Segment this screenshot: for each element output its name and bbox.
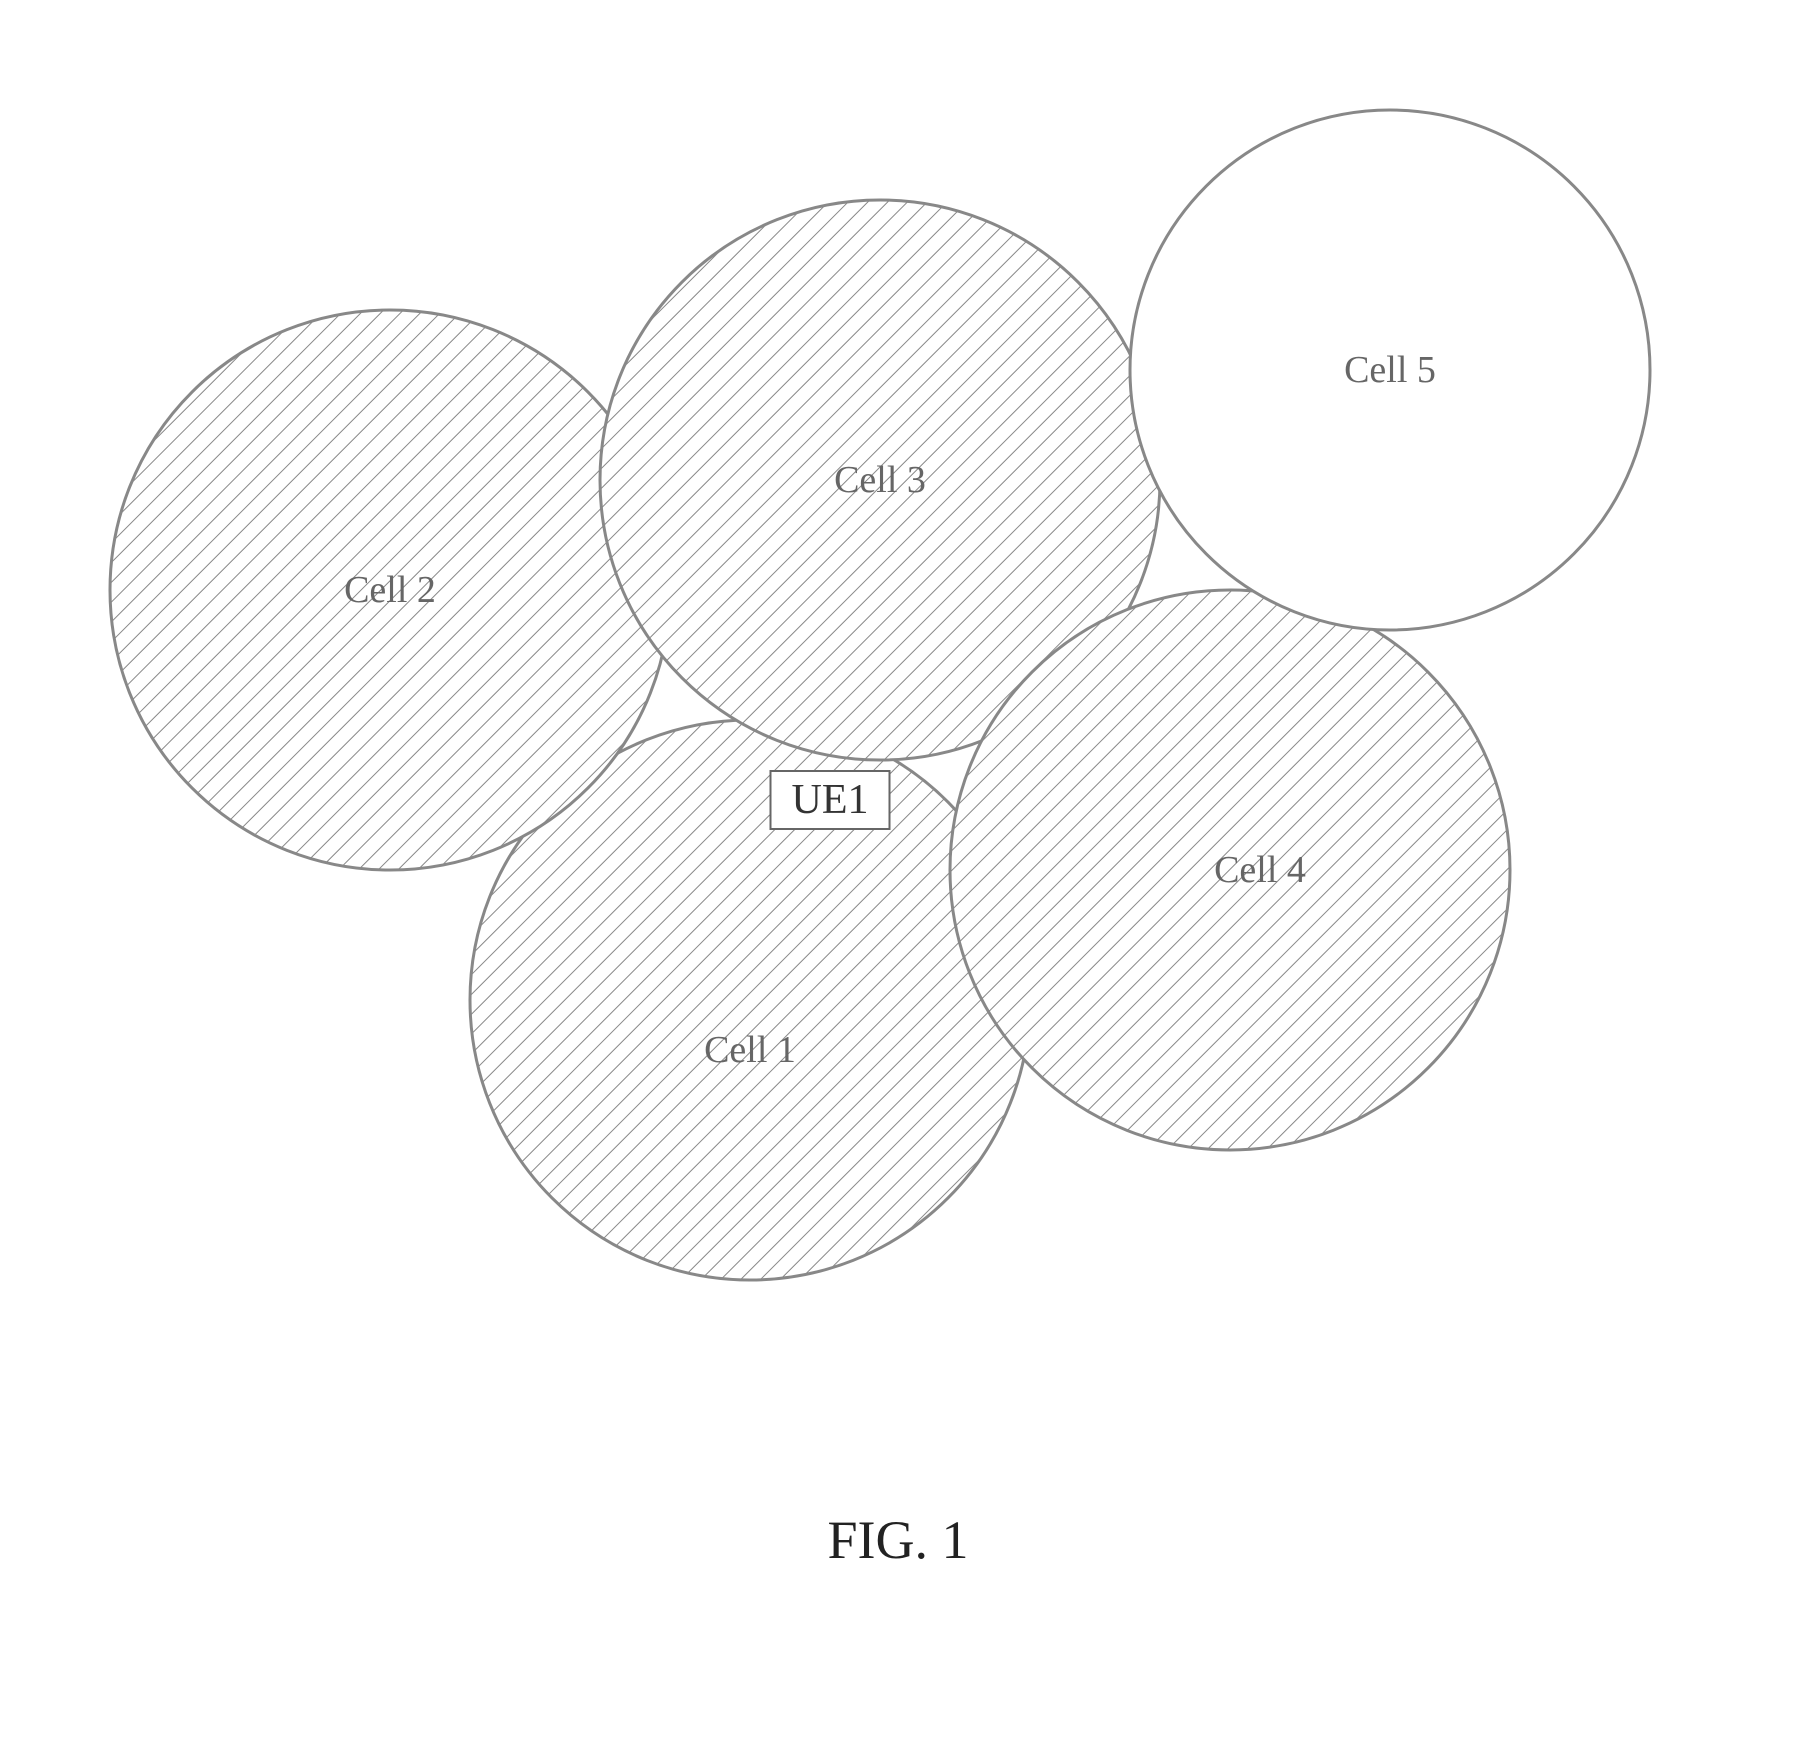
figure-caption: FIG. 1	[827, 1509, 968, 1571]
cell5-circle	[1130, 110, 1650, 630]
cell4-circle	[950, 590, 1510, 1150]
ue1-box: UE1	[770, 770, 891, 830]
cell2-circle	[110, 310, 670, 870]
cell-network-diagram: Cell 1 Cell 2 Cell 3 Cell 4 Cell 5 UE1 F…	[0, 0, 1796, 1733]
diagram-svg	[0, 0, 1796, 1733]
